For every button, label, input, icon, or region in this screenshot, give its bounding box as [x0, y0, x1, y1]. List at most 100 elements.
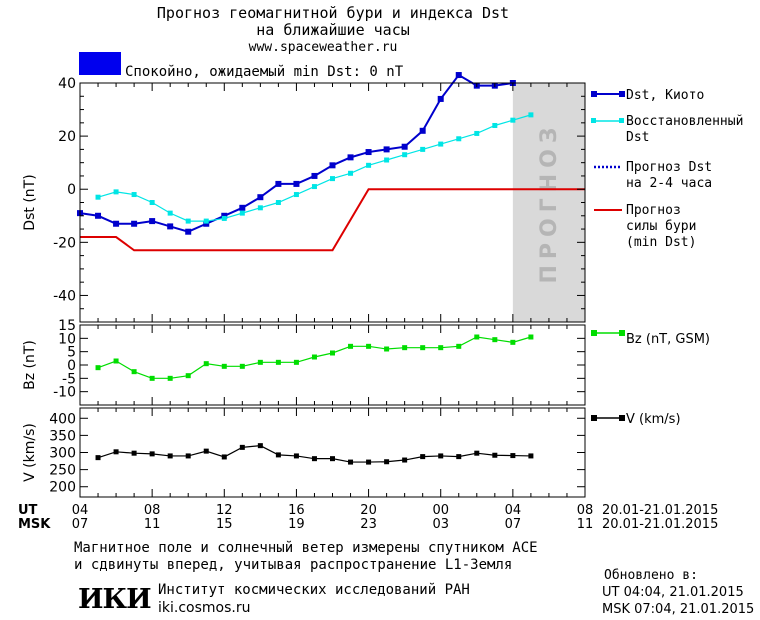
chart-title-line1: Прогноз геомагнитной бури и индекса Dst: [157, 4, 509, 22]
legend-dst-restored-label1: Восстановленный: [626, 114, 743, 129]
data-point-dst-kyoto: [239, 204, 246, 211]
legend-v-label: V (km/s): [626, 412, 681, 427]
data-point-bz: [149, 375, 155, 381]
data-point-bz: [131, 369, 137, 375]
data-point-bz: [221, 363, 227, 369]
legend-dst-restored-marker: [591, 118, 596, 123]
msk-tick-label: 11: [144, 517, 161, 532]
data-point-v: [456, 454, 462, 460]
ut-axis-label: UT: [18, 503, 38, 518]
msk-tick-label: 07: [505, 517, 522, 532]
data-point-dst-kyoto: [221, 212, 228, 219]
legend-v-marker: [591, 415, 597, 421]
msk-tick-label: 23: [360, 517, 377, 532]
data-point-dst-restored: [257, 205, 263, 211]
site-url: www.spaceweather.ru: [249, 40, 398, 55]
data-point-dst-restored: [366, 162, 372, 168]
legend-dst-forecast-label1: Прогноз Dst: [626, 160, 712, 175]
data-point-dst-restored: [293, 192, 299, 198]
ut-tick-label: 08: [144, 503, 161, 518]
y-axis-label: V (km/s): [22, 423, 38, 482]
status-text: Спокойно, ожидаемый min Dst: 0 nT: [125, 64, 404, 80]
data-point-v: [203, 448, 209, 454]
ut-tick-label: 20: [360, 503, 377, 518]
y-tick-label: 250: [49, 463, 76, 479]
data-point-v: [95, 455, 101, 461]
data-point-v: [113, 449, 119, 455]
data-point-bz: [330, 350, 335, 356]
series-line-dst-restored: [97, 114, 532, 222]
data-point-dst-restored: [528, 112, 534, 118]
data-point-dst-restored: [456, 136, 462, 142]
data-point-dst-restored: [149, 200, 155, 205]
data-point-dst-restored: [203, 218, 209, 224]
plot-frame: [79, 324, 586, 406]
chart-title-line2: на ближайшие часы: [256, 21, 410, 39]
data-point-v: [474, 450, 480, 456]
institute-site: iki.cosmos.ru: [158, 600, 251, 616]
legend-dst-restored-marker: [619, 118, 624, 123]
y-tick-label: 300: [49, 446, 76, 462]
data-point-bz: [474, 334, 480, 340]
plot-frame: [79, 82, 586, 323]
data-point-v: [221, 454, 227, 460]
y-tick-label: 400: [49, 411, 76, 427]
series-line-dst-kyoto: [79, 73, 514, 233]
y-axis-label: Bz (nT): [22, 340, 38, 390]
y-tick-label: -5: [62, 371, 76, 387]
data-point-v: [420, 454, 426, 460]
y-tick-label: 20: [58, 129, 76, 145]
y-tick-label: 0: [67, 182, 76, 198]
data-point-dst-restored: [510, 117, 516, 123]
data-point-dst-kyoto: [365, 149, 372, 156]
data-point-v: [366, 459, 372, 465]
data-point-dst-kyoto: [203, 220, 210, 227]
ut-tick-label: 04: [72, 503, 89, 518]
data-point-dst-kyoto: [167, 223, 174, 230]
data-point-v: [384, 459, 390, 465]
ut-tick-label: 08: [577, 503, 594, 518]
data-point-dst-kyoto: [149, 218, 156, 225]
data-point-v: [510, 453, 516, 459]
data-point-dst-kyoto: [383, 146, 390, 153]
y-axis-label: Dst (nT): [22, 174, 38, 230]
updated-msk: MSK 07:04, 21.01.2015: [602, 602, 755, 617]
legend-v-marker: [619, 415, 625, 421]
data-point-bz: [384, 346, 390, 352]
data-point-dst-kyoto: [455, 72, 462, 79]
data-point-v: [167, 453, 173, 459]
data-point-dst-kyoto: [329, 162, 336, 169]
data-point-dst-restored: [113, 189, 119, 195]
data-point-dst-restored: [402, 152, 408, 158]
forecast-zone: [512, 83, 585, 322]
legend-storm-label3: (min Dst): [626, 235, 696, 250]
data-point-bz: [456, 343, 462, 349]
msk-tick-label: 15: [216, 517, 233, 532]
legend-dst-forecast-label2: на 2-4 часа: [626, 176, 712, 191]
msk-tick-label: 07: [72, 517, 89, 532]
legend-dst-kyoto-marker: [591, 91, 597, 97]
data-point-dst-restored: [185, 218, 191, 224]
data-point-v: [131, 450, 137, 456]
data-point-dst-restored: [221, 215, 227, 221]
data-point-dst-restored: [474, 130, 480, 136]
data-point-bz: [311, 354, 317, 360]
legend-dst-kyoto-marker: [619, 91, 625, 97]
data-point-dst-restored: [167, 210, 173, 216]
data-point-v: [239, 444, 245, 450]
y-tick-label: 0: [67, 358, 76, 374]
data-point-dst-kyoto: [185, 228, 192, 235]
data-point-bz: [167, 375, 173, 381]
dst-panel: ПРОГНОЗ -40 -20 0 20 40 Dst (nT): [22, 72, 586, 323]
y-tick-label: -10: [53, 385, 76, 401]
data-point-v: [330, 456, 335, 462]
y-tick-label: 40: [58, 76, 76, 92]
y-tick-label: 10: [58, 331, 76, 347]
data-point-v: [311, 456, 317, 462]
data-point-bz: [402, 345, 408, 351]
msk-range: 20.01-21.01.2015: [602, 517, 718, 532]
legend-bz-marker: [591, 330, 597, 336]
data-point-bz: [203, 361, 209, 367]
